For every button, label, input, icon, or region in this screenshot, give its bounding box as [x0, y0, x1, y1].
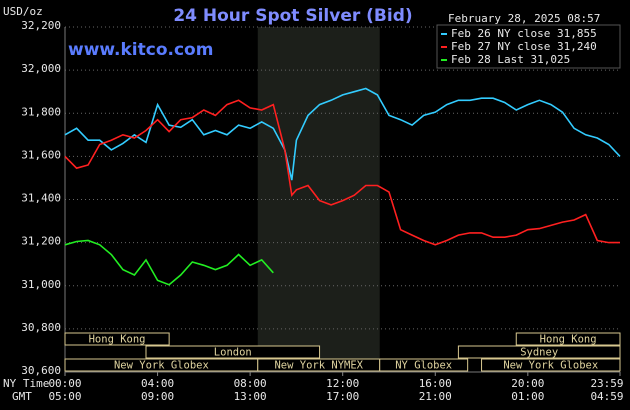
legend-label: Feb 28 Last 31,025: [451, 53, 570, 66]
session-label: Sydney: [520, 347, 558, 359]
session-bar: [64, 332, 170, 346]
y-tick-label: 31,800: [21, 105, 61, 118]
session-label: Hong Kong: [540, 334, 597, 346]
x-tick-label-gmt: 13:00: [234, 390, 267, 403]
x-tick-label: 23:59: [590, 377, 623, 390]
legend-label: Feb 26 NY close 31,855: [451, 27, 597, 40]
x-tick-label-gmt: 17:00: [326, 390, 359, 403]
y-tick-label: 32,000: [21, 62, 61, 75]
price-line: [64, 239, 274, 286]
x-tick-label: 08:00: [234, 377, 267, 390]
y-tick-label: 31,000: [21, 278, 61, 291]
y-tick-label: 31,600: [21, 148, 61, 161]
session-label: NY Globex: [395, 360, 452, 372]
x-tick-label: 04:00: [141, 377, 174, 390]
session-bar: [145, 345, 321, 359]
y-tick-label: 30,800: [21, 321, 61, 334]
x-row-label: GMT: [12, 390, 32, 403]
unit-label: USD/oz: [3, 5, 43, 18]
session-bar: [481, 358, 621, 372]
session-bar: [457, 345, 621, 359]
session-label: New York Globex: [503, 360, 598, 372]
session-bar: [379, 358, 469, 372]
chart-title: 24 Hour Spot Silver (Bid): [173, 6, 412, 26]
x-row-label: NY Time: [3, 377, 49, 390]
x-tick-label: 12:00: [326, 377, 359, 390]
y-tick-label: 31,200: [21, 235, 61, 248]
x-tick-label-gmt: 01:00: [511, 390, 544, 403]
session-label: London: [214, 347, 252, 359]
x-tick-label-gmt: 04:59: [590, 390, 623, 403]
x-tick-label-gmt: 05:00: [48, 390, 81, 403]
x-tick-label: 16:00: [419, 377, 452, 390]
site-label: www.kitco.com: [68, 40, 213, 60]
legend-label: Feb 27 NY close 31,240: [451, 40, 597, 53]
x-tick-label: 00:00: [48, 377, 81, 390]
timestamp: February 28, 2025 08:57: [448, 12, 600, 25]
x-tick-label-gmt: 21:00: [419, 390, 452, 403]
legend-box: [436, 24, 621, 69]
price-line: [64, 99, 620, 246]
session-label: New York NYMEX: [274, 360, 363, 372]
session-label: New York Globex: [114, 360, 209, 372]
price-line: [64, 87, 621, 181]
x-tick-label-gmt: 09:00: [141, 390, 174, 403]
y-tick-label: 32,200: [21, 19, 61, 32]
session-label: Hong Kong: [89, 334, 146, 346]
y-tick-label: 31,400: [21, 192, 61, 205]
session-bar: [515, 332, 621, 346]
x-tick-label: 20:00: [511, 377, 544, 390]
y-tick-label: 30,600: [21, 364, 61, 377]
